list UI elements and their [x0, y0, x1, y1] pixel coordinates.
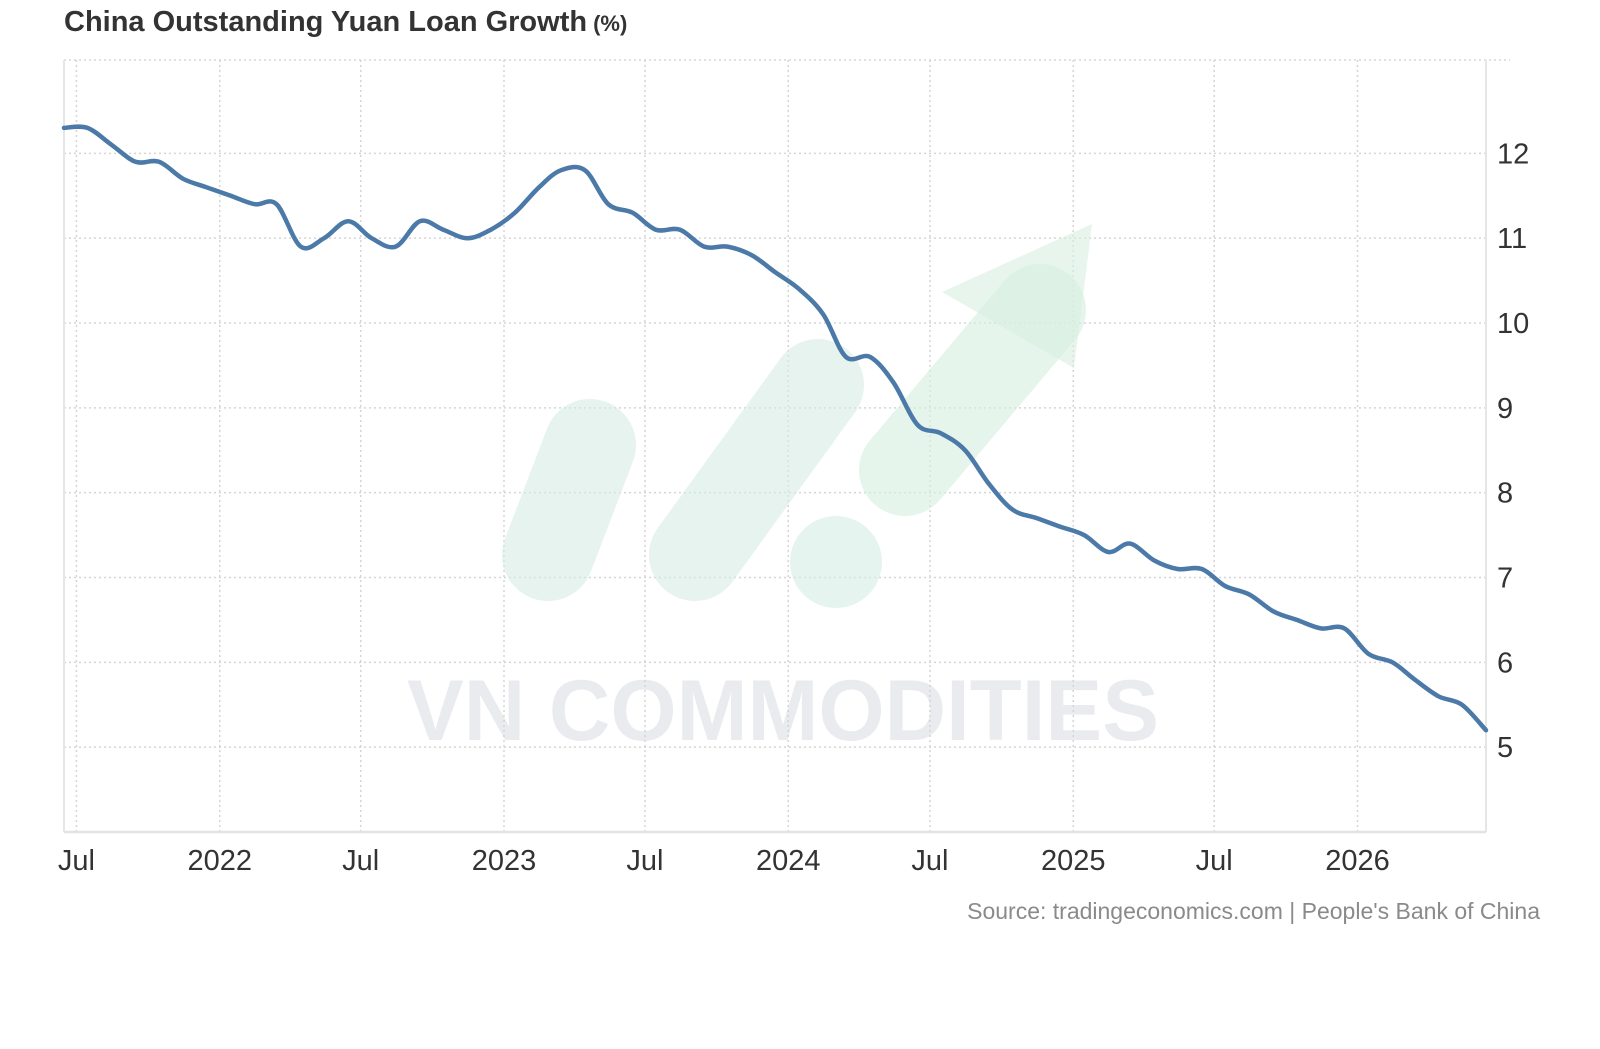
y-tick-label: 11 [1497, 223, 1527, 255]
x-tick-label: Jul [911, 845, 948, 877]
watermark-logo: VN COMMODITIES [407, 224, 1159, 759]
x-tick-label: 2022 [187, 845, 252, 877]
x-tick-label: 2025 [1041, 845, 1106, 877]
x-tick-label: 2023 [472, 845, 537, 877]
source-note: Source: tradingeconomics.com | People's … [967, 898, 1540, 924]
watermark-text: VN COMMODITIES [407, 663, 1159, 759]
chart-title: China Outstanding Yuan Loan Growth (%) [64, 6, 628, 38]
y-axis-ticks: 5 6 7 8 9 10 11 12 [1497, 138, 1529, 764]
x-tick-label: Jul [58, 845, 95, 877]
x-tick-label: 2024 [756, 845, 821, 877]
y-tick-label: 10 [1497, 308, 1529, 340]
y-tick-label: 7 [1497, 562, 1513, 594]
y-tick-label: 12 [1497, 138, 1529, 170]
series-line [61, 124, 1489, 733]
data-series [61, 124, 1489, 733]
y-tick-label: 9 [1497, 393, 1513, 425]
y-tick-label: 8 [1497, 478, 1513, 510]
chart-title-unit: (%) [593, 11, 628, 36]
y-tick-label: 6 [1497, 647, 1513, 679]
x-tick-label: Jul [1196, 845, 1233, 877]
y-tick-label: 5 [1497, 732, 1513, 764]
x-axis-ticks: Jul 2022 Jul 2023 Jul 2024 Jul 2025 Jul 2026 [58, 845, 1390, 877]
axes [63, 60, 1487, 834]
x-tick-label: Jul [342, 845, 379, 877]
x-tick-label: Jul [626, 845, 663, 877]
x-tick-label: 2026 [1325, 845, 1390, 877]
